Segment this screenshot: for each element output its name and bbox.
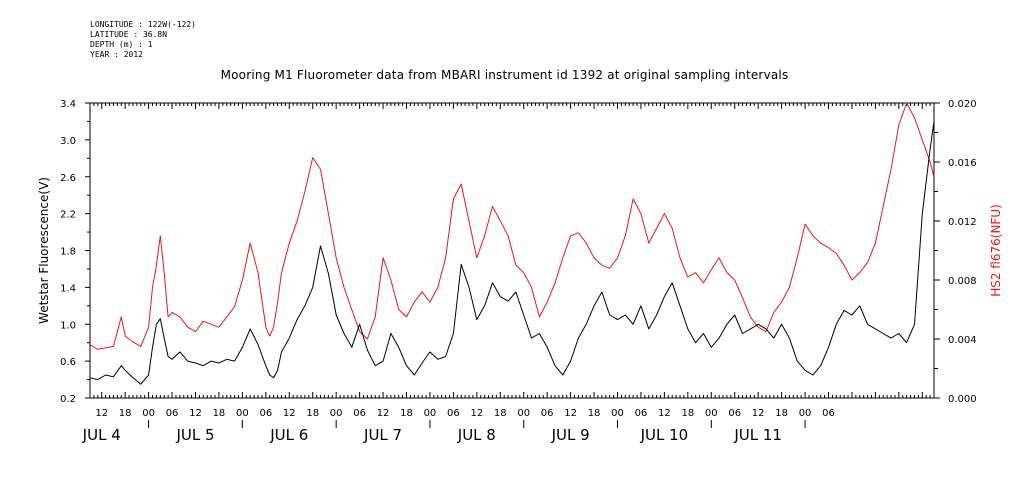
x-hour-label: 00 xyxy=(236,408,249,419)
x-day-label: JUL 5 xyxy=(175,426,214,444)
right-axis: 0.000 0.004 0.008 0.012 0.016 0.020 xyxy=(934,99,977,405)
left-tick-label: 3.4 xyxy=(60,99,76,110)
x-day-label: JUL 7 xyxy=(363,426,402,444)
x-day-label: JUL 4 xyxy=(82,426,121,444)
year-text: YEAR : 2012 xyxy=(90,50,143,59)
x-hour-label: 18 xyxy=(400,408,413,419)
metadata-block: LONGITUDE : 122W(-122) LATITUDE : 36.8N … xyxy=(90,20,196,60)
x-hour-label: 00 xyxy=(424,408,437,419)
left-tick-label: 0.2 xyxy=(60,394,76,405)
y-axis-label-right: HS2 fl676(NFU) xyxy=(989,204,1003,297)
x-hour-label: 06 xyxy=(259,408,272,419)
right-tick-label: 0.020 xyxy=(948,99,977,110)
x-hour-label: 06 xyxy=(353,408,366,419)
series-line-wetstar xyxy=(89,121,935,385)
x-day-label: JUL 9 xyxy=(551,426,590,444)
x-hour-label: 00 xyxy=(799,408,812,419)
left-tick-label: 0.6 xyxy=(60,357,76,368)
x-day-label: JUL 8 xyxy=(457,426,496,444)
x-hour-label: 00 xyxy=(705,408,718,419)
latitude-text: LATITUDE : 36.8N xyxy=(90,30,168,39)
x-hour-label: 00 xyxy=(330,408,343,419)
x-hour-label: 18 xyxy=(681,408,694,419)
right-tick-label: 0.004 xyxy=(948,335,977,346)
y-axis-label-left: Wetstar Fluorescence(V) xyxy=(37,177,51,324)
left-tick-label: 2.2 xyxy=(60,210,76,221)
x-hour-label: 18 xyxy=(213,408,226,419)
right-tick-label: 0.016 xyxy=(948,158,977,169)
x-hour-label: 00 xyxy=(611,408,624,419)
series-group xyxy=(89,102,935,385)
left-tick-label: 1.0 xyxy=(60,320,76,331)
x-hour-label: 06 xyxy=(166,408,179,419)
depth-text: DEPTH (m) : 1 xyxy=(90,40,153,49)
x-hour-label: 06 xyxy=(728,408,741,419)
x-hour-label: 12 xyxy=(658,408,671,419)
x-hour-label: 18 xyxy=(494,408,507,419)
x-hour-label: 18 xyxy=(119,408,132,419)
x-day-label: JUL 10 xyxy=(640,426,689,444)
x-hour-label: 06 xyxy=(635,408,648,419)
left-tick-label: 1.8 xyxy=(60,247,76,258)
x-day-label: JUL 6 xyxy=(269,426,308,444)
x-hour-label: 12 xyxy=(283,408,296,419)
x-hour-label: 18 xyxy=(588,408,601,419)
left-tick-label: 3.0 xyxy=(60,136,76,147)
longitude-text: LONGITUDE : 122W(-122) xyxy=(90,20,196,29)
series-line-hs2 xyxy=(89,102,935,350)
x-hour-label: 06 xyxy=(541,408,554,419)
x-day-label: JUL 11 xyxy=(733,426,782,444)
x-hour-label: 12 xyxy=(564,408,577,419)
chart-title: Mooring M1 Fluorometer data from MBARI i… xyxy=(220,68,789,82)
right-tick-label: 0.008 xyxy=(948,276,977,287)
x-hour-label: 18 xyxy=(306,408,319,419)
left-axis: 0.2 0.6 1.0 1.4 1.8 2.2 2.6 3.0 3.4 xyxy=(60,99,90,405)
x-hour-label: 18 xyxy=(775,408,788,419)
x-hour-label: 12 xyxy=(377,408,390,419)
x-hour-label: 12 xyxy=(189,408,202,419)
x-hour-label: 12 xyxy=(752,408,765,419)
x-hour-label: 00 xyxy=(517,408,530,419)
right-tick-label: 0.012 xyxy=(948,217,977,228)
x-hour-label: 00 xyxy=(142,408,155,419)
x-hour-label: 06 xyxy=(822,408,835,419)
x-hour-label: 12 xyxy=(470,408,483,419)
x-hour-label: 06 xyxy=(447,408,460,419)
left-tick-label: 2.6 xyxy=(60,173,76,184)
x-hour-label: 12 xyxy=(95,408,108,419)
left-tick-label: 1.4 xyxy=(60,283,76,294)
right-tick-label: 0.000 xyxy=(948,394,977,405)
x-axis: 12 18 00 06 12 18 00 06 12 18 00 06 12 18 00 06 12 18 00 06… xyxy=(82,103,935,444)
